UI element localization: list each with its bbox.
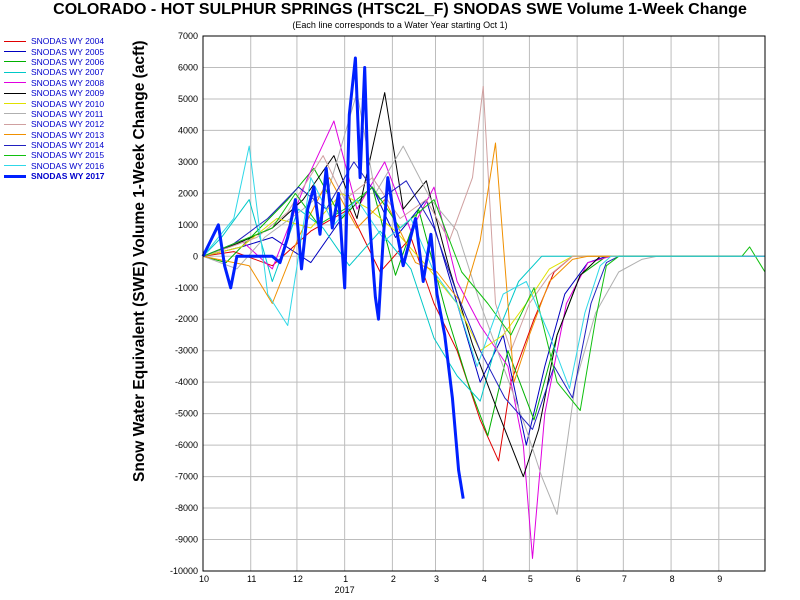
legend-label: SNODAS WY 2017 — [31, 171, 105, 182]
legend-item: SNODAS WY 2011 — [4, 109, 134, 119]
y-tick-label: 7000 — [178, 31, 198, 41]
legend-swatch — [4, 165, 26, 167]
chart-legend: SNODAS WY 2004 SNODAS WY 2005 SNODAS WY 20… — [4, 36, 134, 181]
series-line-snodas-wy-2013 — [202, 142, 765, 383]
series-line-snodas-wy-2005 — [202, 186, 765, 446]
y-tick-label: 4000 — [178, 125, 198, 135]
legend-item: SNODAS WY 2017 — [4, 171, 134, 181]
legend-label: SNODAS WY 2010 — [31, 98, 105, 109]
legend-item: SNODAS WY 2015 — [4, 150, 134, 160]
chart-title: COLORADO - HOT SULPHUR SPRINGS (HTSC2L_F… — [53, 1, 747, 18]
legend-swatch — [4, 82, 26, 84]
y-tick-label: 0 — [193, 251, 198, 261]
x-tick-label: 4 — [482, 574, 487, 584]
plot-frame — [202, 35, 766, 572]
legend-item: SNODAS WY 2016 — [4, 161, 134, 171]
legend-swatch — [4, 123, 26, 125]
legend-swatch — [4, 154, 26, 156]
legend-label: SNODAS WY 2004 — [31, 36, 105, 47]
legend-item: SNODAS WY 2010 — [4, 98, 134, 109]
x-tick-label: 3 — [434, 574, 439, 584]
y-tick-label: -5000 — [175, 409, 198, 419]
legend-label: SNODAS WY 2011 — [31, 108, 104, 119]
x-tick-label: 7 — [622, 574, 627, 584]
legend-label: SNODAS WY 2005 — [31, 46, 105, 57]
legend-label: SNODAS WY 2016 — [31, 160, 105, 171]
series-line-snodas-wy-2015 — [202, 186, 766, 411]
legend-item: SNODAS WY 2006 — [4, 57, 134, 67]
legend-label: SNODAS WY 2008 — [31, 77, 105, 88]
x-tick-label: 2 — [391, 574, 396, 584]
legend-swatch — [4, 92, 26, 94]
legend-swatch — [4, 134, 26, 136]
legend-item: SNODAS WY 2012 — [4, 119, 134, 129]
legend-swatch — [4, 51, 26, 53]
x-tick-label: 9 — [717, 574, 722, 584]
series-line-snodas-wy-2008 — [202, 120, 765, 559]
series-line-snodas-wy-2012 — [202, 85, 765, 352]
legend-item: SNODAS WY 2004 — [4, 36, 134, 46]
series-line-snodas-wy-2011 — [202, 92, 765, 515]
y-tick-label: -1000 — [175, 283, 198, 293]
chart-subtitle: (Each line corresponds to a Water Year s… — [292, 20, 508, 30]
legend-item: SNODAS WY 2007 — [4, 67, 134, 77]
y-tick-label: 6000 — [178, 62, 198, 72]
y-tick-label: 2000 — [178, 188, 198, 198]
series-line-snodas-wy-2014 — [202, 161, 765, 430]
legend-item: SNODAS WY 2014 — [4, 140, 134, 150]
x-year-label: 2017 — [335, 585, 355, 595]
legend-label: SNODAS WY 2012 — [31, 119, 105, 130]
y-tick-label: -10000 — [170, 566, 198, 576]
legend-item: SNODAS WY 2009 — [4, 88, 134, 98]
series-line-snodas-wy-2009 — [202, 92, 765, 478]
y-tick-label: -9000 — [175, 535, 198, 545]
y-tick-label: -7000 — [175, 472, 198, 482]
y-tick-label: 3000 — [178, 157, 198, 167]
series-line-snodas-wy-2006 — [202, 167, 765, 437]
x-tick-label: 8 — [670, 574, 675, 584]
legend-label: SNODAS WY 2013 — [31, 129, 105, 140]
x-tick-label: 6 — [576, 574, 581, 584]
y-tick-label: -4000 — [175, 377, 198, 387]
legend-swatch — [4, 113, 26, 115]
legend-label: SNODAS WY 2007 — [31, 67, 105, 78]
x-tick-label: 11 — [247, 574, 256, 584]
legend-swatch — [4, 71, 26, 73]
legend-label: SNODAS WY 2006 — [31, 56, 105, 67]
legend-label: SNODAS WY 2014 — [31, 140, 105, 151]
legend-swatch — [4, 61, 26, 63]
y-tick-label: 1000 — [178, 220, 198, 230]
y-tick-label: -6000 — [175, 440, 198, 450]
legend-label: SNODAS WY 2009 — [31, 88, 105, 99]
y-tick-label: -2000 — [175, 314, 198, 324]
y-tick-label: 5000 — [178, 94, 198, 104]
x-tick-label: 10 — [199, 574, 209, 584]
y-tick-label: -8000 — [175, 503, 198, 513]
series-line-snodas-wy-2017 — [201, 56, 465, 499]
legend-swatch — [4, 103, 26, 105]
x-tick-label: 5 — [528, 574, 533, 584]
series-line-snodas-wy-2016 — [202, 145, 765, 389]
y-tick-label: -3000 — [175, 346, 198, 356]
legend-label: SNODAS WY 2015 — [31, 150, 105, 161]
x-tick-label: 12 — [293, 574, 303, 584]
legend-item: SNODAS WY 2008 — [4, 78, 134, 88]
legend-swatch — [4, 40, 26, 42]
legend-item: SNODAS WY 2013 — [4, 130, 134, 140]
legend-item: SNODAS WY 2005 — [4, 46, 134, 57]
x-tick-label: 1 — [343, 574, 348, 584]
legend-swatch — [4, 144, 26, 146]
legend-swatch — [4, 174, 26, 178]
